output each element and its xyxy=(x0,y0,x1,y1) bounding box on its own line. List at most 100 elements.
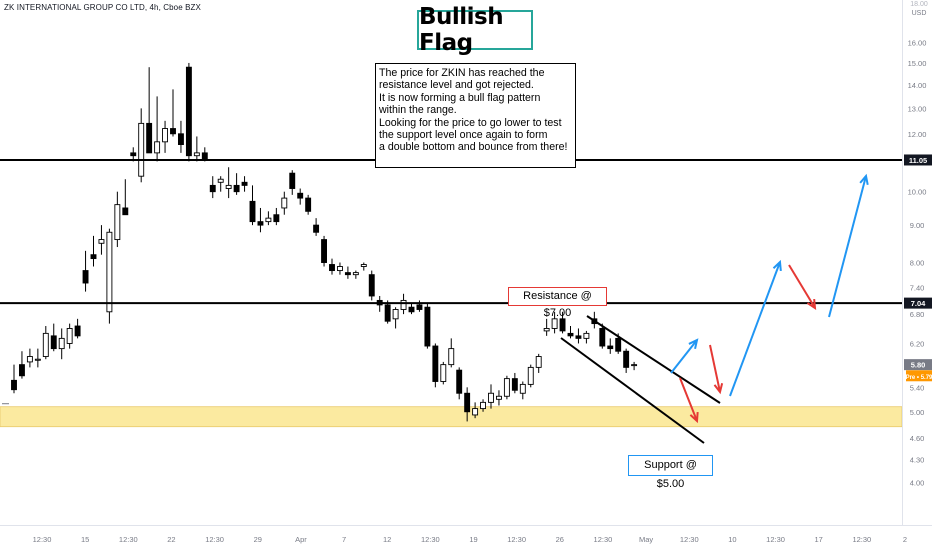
candle-down xyxy=(130,152,137,157)
projection-up-short-head xyxy=(688,338,699,350)
candle-down xyxy=(297,192,304,199)
projection-down-2 xyxy=(709,344,721,393)
candle-down xyxy=(146,122,153,154)
price-tag xyxy=(904,154,932,166)
price-tag xyxy=(904,359,932,371)
x-tick-label: 2 xyxy=(903,535,907,544)
x-tick-label: 12:30 xyxy=(680,535,699,544)
candle-up xyxy=(114,204,121,241)
candle-down xyxy=(313,224,320,233)
projection-up-1 xyxy=(729,261,781,397)
candle-up xyxy=(392,309,399,320)
candle-down xyxy=(305,197,312,212)
candle-down xyxy=(321,239,327,263)
y-tick-label: 7.40 xyxy=(910,283,925,292)
candle-down xyxy=(209,184,216,193)
price-tag-label: 5.80 xyxy=(911,361,926,370)
support-zone xyxy=(0,406,903,428)
price-tag-label: 7.04 xyxy=(911,299,926,308)
y-tick-label: 9.00 xyxy=(910,221,925,230)
x-tick-label: 12:30 xyxy=(852,535,871,544)
x-tick-label: 29 xyxy=(254,535,262,544)
projection-up-2-head xyxy=(859,173,869,186)
y-tick-label: 4.30 xyxy=(910,456,925,465)
y-tick-label: 5.00 xyxy=(910,408,925,417)
candle-down xyxy=(408,306,415,313)
projection-down-1 xyxy=(679,377,698,422)
candle-down xyxy=(607,345,614,350)
x-tick-label: Apr xyxy=(295,535,307,544)
candle-up xyxy=(448,348,455,366)
candle-up xyxy=(193,152,200,157)
candle-down xyxy=(384,304,391,322)
candle-up xyxy=(527,366,534,385)
candle-down xyxy=(50,335,57,350)
candle-down xyxy=(511,378,518,391)
flag-channel-upper xyxy=(586,315,721,404)
candle-up xyxy=(66,328,73,344)
candle-down xyxy=(74,325,81,337)
analysis-note: The price for ZKIN has reached the resis… xyxy=(375,63,576,168)
candle-up xyxy=(488,392,494,403)
candle-up xyxy=(154,141,161,154)
candle-down xyxy=(599,328,606,347)
x-tick-label: 12:30 xyxy=(119,535,138,544)
candle-down xyxy=(559,318,566,332)
projection-down-3 xyxy=(788,264,816,309)
candle-down xyxy=(575,335,582,339)
currency-unit: USD xyxy=(911,10,927,17)
symbol-title: ZK INTERNATIONAL GROUP CO LTD, 4h, Cboe … xyxy=(4,3,201,12)
candle-up xyxy=(337,266,343,272)
candle-down xyxy=(233,184,240,193)
candle-up xyxy=(106,231,113,313)
candle-up xyxy=(225,184,232,189)
candle-up xyxy=(503,378,510,397)
x-tick-label: 15 xyxy=(81,535,89,544)
support-label: Support @ $5.00 xyxy=(628,455,713,490)
candle-up xyxy=(440,364,447,382)
y-tick-label: 12.00 xyxy=(908,130,927,139)
x-tick-label: 12:30 xyxy=(766,535,785,544)
x-tick-label: 12:30 xyxy=(205,535,224,544)
y-tick-label: 14.00 xyxy=(908,81,927,90)
currency-top-tick: 18.00 xyxy=(910,1,928,8)
y-tick-label: 5.40 xyxy=(910,383,925,392)
y-tick-label: 6.80 xyxy=(910,310,925,319)
candle-up xyxy=(42,332,49,357)
candle-up xyxy=(543,328,550,332)
candle-down xyxy=(344,272,351,276)
candle-up xyxy=(138,122,145,177)
candle-down xyxy=(122,207,129,216)
y-tick-label: 16.00 xyxy=(908,38,927,47)
candle-up xyxy=(631,364,638,367)
candle-up xyxy=(360,264,367,267)
candle-up xyxy=(535,356,542,368)
projection-down-2-head xyxy=(713,383,724,395)
price-tag-label: Pre • 5.79 xyxy=(906,375,932,381)
candle-down xyxy=(201,152,208,159)
candle-down xyxy=(456,369,463,394)
candle-down xyxy=(90,254,97,260)
candle-down xyxy=(11,379,17,391)
candle-up xyxy=(217,178,224,183)
x-tick-label: 12:30 xyxy=(507,535,526,544)
x-tick-label: 12:30 xyxy=(33,535,52,544)
price-tag xyxy=(904,297,932,309)
candle-up xyxy=(34,358,41,361)
price-tag xyxy=(906,370,932,382)
projection-up-short xyxy=(670,339,698,374)
x-tick-label: 12 xyxy=(383,535,391,544)
currency-label: 18.00 USD xyxy=(906,0,932,18)
x-tick-label: 7 xyxy=(342,535,346,544)
x-tick-label: 26 xyxy=(556,535,564,544)
candle-down xyxy=(432,345,439,382)
x-tick-label: May xyxy=(639,535,653,544)
y-tick-label: 10.00 xyxy=(908,188,927,197)
candle-down xyxy=(289,172,296,189)
candle-down xyxy=(19,364,25,377)
candle-down xyxy=(185,66,192,157)
candle-up xyxy=(480,401,486,410)
projection-up-2 xyxy=(828,175,867,318)
flag-channel-lower xyxy=(560,337,705,444)
candle-down xyxy=(177,133,184,146)
